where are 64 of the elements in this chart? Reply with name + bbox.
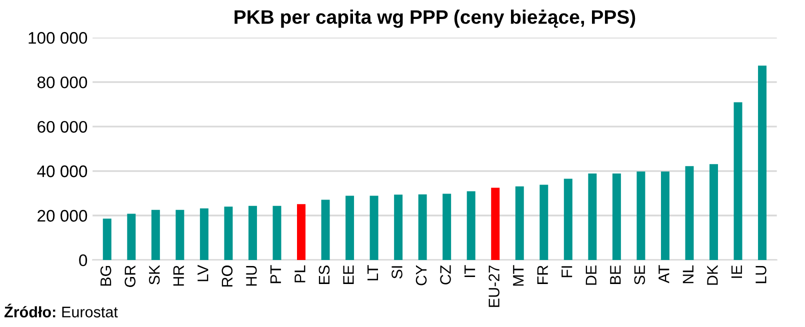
x-tick-label: LU bbox=[756, 266, 766, 284]
y-tick-label: 80 000 bbox=[37, 76, 88, 88]
bar bbox=[466, 191, 476, 260]
bar bbox=[272, 206, 282, 260]
bar bbox=[491, 188, 500, 260]
bar bbox=[151, 210, 160, 260]
x-tick-label: GR bbox=[124, 266, 136, 287]
y-tick-label: 20 000 bbox=[38, 210, 88, 222]
bar bbox=[346, 196, 354, 260]
bar bbox=[564, 178, 572, 260]
bar bbox=[370, 196, 378, 260]
x-tick-label: SE bbox=[634, 265, 646, 285]
bar bbox=[321, 200, 330, 260]
y-tick-label: 60 000 bbox=[38, 120, 88, 133]
bar bbox=[200, 208, 208, 260]
x-tick-label: EE bbox=[343, 265, 354, 284]
bar bbox=[248, 206, 257, 260]
bar bbox=[734, 102, 742, 260]
bar bbox=[394, 194, 403, 260]
bar bbox=[127, 214, 136, 260]
x-tick-label: ES bbox=[318, 266, 330, 284]
x-tick-label: FR bbox=[537, 266, 548, 284]
x-tick-label: IT bbox=[464, 265, 476, 277]
bar bbox=[758, 66, 767, 260]
y-tick-label: 40 000 bbox=[37, 165, 88, 178]
bar bbox=[515, 186, 524, 260]
x-tick-label: IE bbox=[731, 265, 742, 278]
y-tick-label: 0 bbox=[79, 254, 88, 266]
x-tick-label: EU-27 bbox=[488, 266, 500, 307]
bar bbox=[685, 166, 694, 260]
bar bbox=[442, 194, 452, 260]
bar bbox=[636, 171, 646, 260]
bar bbox=[540, 184, 548, 260]
x-tick-label: CY bbox=[416, 265, 427, 286]
text: Źródło: Eurostat bbox=[4, 304, 118, 318]
x-tick-label: BG bbox=[100, 266, 112, 286]
x-tick-label: SI bbox=[392, 266, 402, 279]
chart-title: PKB per capita wg PPP (ceny bieżące, PPS) bbox=[234, 10, 636, 28]
x-tick-label: HR bbox=[173, 266, 184, 286]
bar bbox=[418, 194, 427, 260]
bar bbox=[297, 204, 306, 260]
x-tick-label: DE bbox=[586, 265, 596, 285]
x-tick-label: LV bbox=[198, 264, 208, 282]
bar bbox=[660, 171, 670, 260]
x-tick-label: RO bbox=[222, 266, 233, 286]
x-tick-label: PT bbox=[270, 265, 281, 284]
bar bbox=[709, 164, 718, 260]
x-tick-label: NL bbox=[682, 265, 694, 284]
bar bbox=[176, 210, 184, 260]
x-tick-label: DK bbox=[707, 265, 718, 285]
bar bbox=[612, 173, 621, 260]
bar bbox=[224, 206, 233, 260]
x-tick-label: AT bbox=[658, 265, 670, 284]
x-tick-label: BE bbox=[610, 265, 621, 284]
bar bbox=[588, 173, 597, 260]
x-tick-label: CZ bbox=[440, 265, 451, 284]
x-tick-label: LT bbox=[367, 265, 378, 280]
y-tick-label: 100 000 bbox=[28, 32, 88, 44]
x-tick-label: HU bbox=[246, 266, 257, 286]
x-tick-label: SK bbox=[148, 265, 160, 285]
x-tick-label: MT bbox=[513, 265, 524, 286]
x-tick-label: PL bbox=[294, 265, 306, 282]
x-tick-label: FI bbox=[562, 266, 572, 278]
bar bbox=[102, 218, 112, 260]
